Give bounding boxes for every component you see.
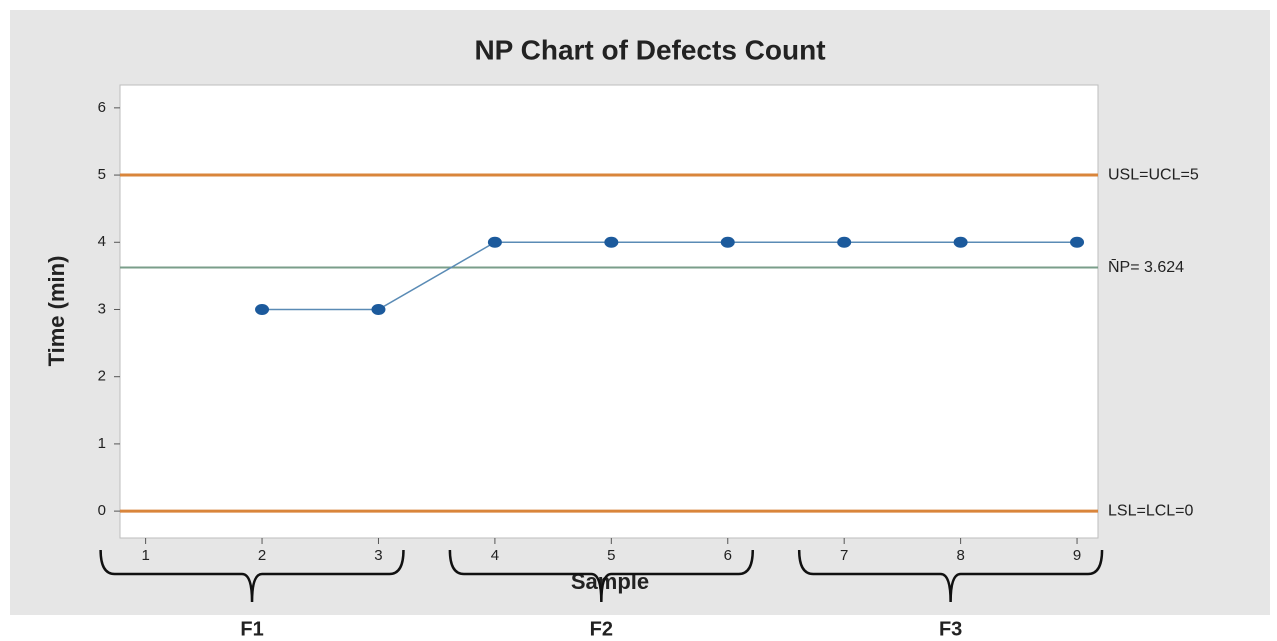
- x-axis-label: Sample: [571, 569, 649, 594]
- data-point: [487, 236, 502, 248]
- data-point: [604, 236, 619, 248]
- group-brace: [448, 549, 755, 603]
- data-point: [720, 236, 735, 248]
- series-line: [262, 241, 1078, 311]
- x-tick-label: 2: [258, 547, 266, 564]
- x-tick-label: 4: [491, 547, 499, 564]
- data-point: [1070, 236, 1085, 248]
- y-tick-label: 6: [98, 99, 106, 116]
- reference-label: LSL=LCL=0: [1108, 502, 1194, 519]
- y-axis-label: Time (min): [44, 256, 69, 367]
- data-point: [837, 236, 852, 248]
- data-point: [255, 303, 270, 315]
- x-tick-label: 7: [840, 547, 848, 564]
- x-tick-label: 5: [607, 547, 615, 564]
- data-point: [953, 236, 968, 248]
- y-tick-label: 4: [98, 233, 106, 250]
- data-point: [371, 303, 386, 315]
- x-tick-label: 1: [141, 547, 149, 564]
- group-brace: [797, 549, 1104, 603]
- reference-label: N̄P= 3.624: [1108, 258, 1184, 275]
- reference-label: USL=UCL=5: [1108, 166, 1199, 183]
- x-tick-label: 6: [724, 547, 732, 564]
- group-brace: [99, 549, 405, 603]
- y-tick-label: 2: [98, 368, 106, 385]
- y-tick-label: 5: [98, 166, 106, 183]
- group-label: F1: [240, 618, 263, 640]
- group-label: F3: [939, 618, 962, 640]
- group-label: F2: [590, 618, 613, 640]
- x-tick-label: 8: [956, 547, 964, 564]
- plot-area: [119, 84, 1099, 539]
- x-tick-label: 3: [374, 547, 382, 564]
- chart-title: NP Chart of Defects Count: [474, 34, 825, 65]
- y-tick-label: 1: [98, 435, 106, 452]
- y-tick-label: 0: [98, 502, 106, 519]
- x-tick-label: 9: [1073, 547, 1081, 564]
- y-tick-label: 3: [98, 300, 106, 317]
